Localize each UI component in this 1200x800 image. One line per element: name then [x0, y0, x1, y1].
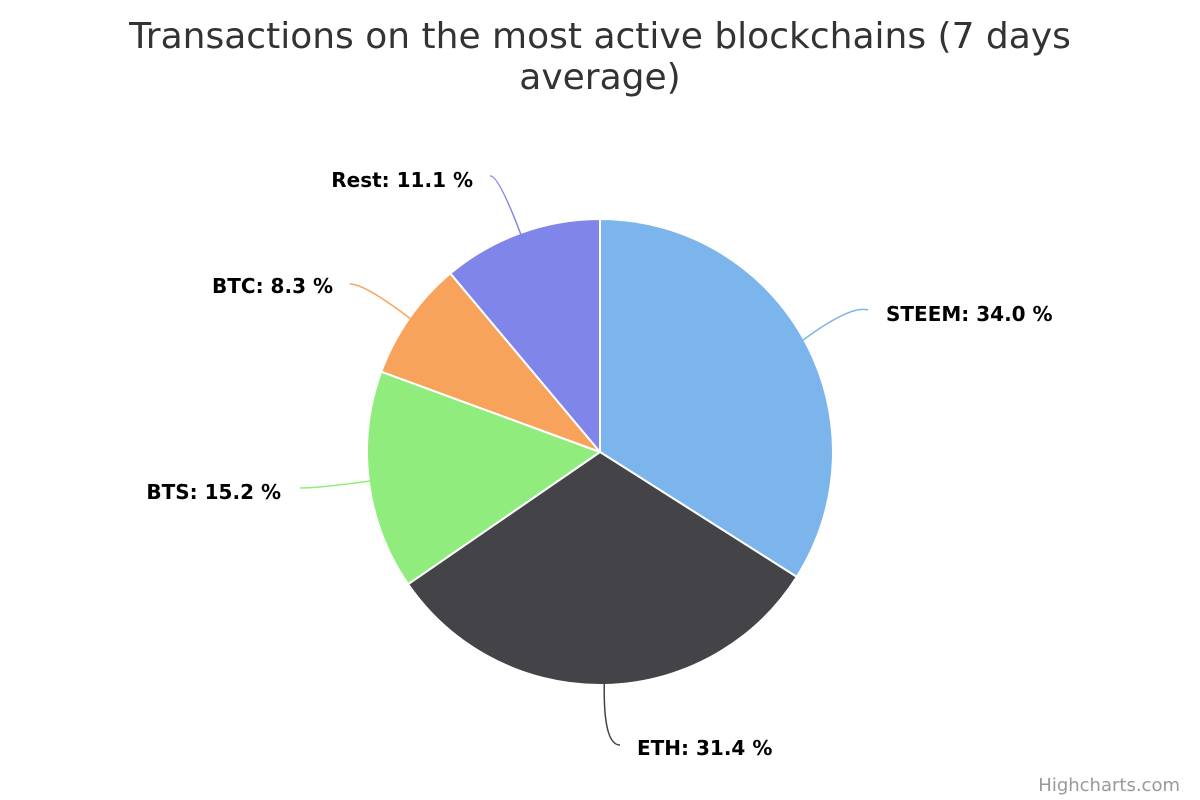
label-connector-rest — [489, 175, 523, 237]
credits-link[interactable]: Highcharts.com — [1038, 775, 1180, 796]
label-connector-eth — [603, 681, 621, 746]
label-connector-bts — [299, 480, 372, 489]
chart-title-line-1: Transactions on the most active blockcha… — [128, 16, 1071, 57]
label-connector-btc — [349, 283, 413, 321]
pie-slices — [366, 218, 834, 686]
chart-title: Transactions on the most active blockcha… — [128, 16, 1071, 98]
slice-label-bts: BTS: 15.2 % — [146, 480, 281, 504]
slice-label-btc: BTC: 8.3 % — [212, 274, 333, 298]
slice-label-rest: Rest: 11.1 % — [331, 168, 473, 192]
slice-labels: STEEM: 34.0 % ETH: 31.4 % BTS: 15.2 % BTC: … — [146, 168, 1052, 760]
label-connectors — [299, 175, 869, 746]
slice-label-eth: ETH: 31.4 % — [637, 736, 772, 760]
chart-title-line-2: average) — [519, 57, 680, 98]
slice-label-steem: STEEM: 34.0 % — [886, 302, 1053, 326]
label-connector-steem — [801, 308, 869, 342]
